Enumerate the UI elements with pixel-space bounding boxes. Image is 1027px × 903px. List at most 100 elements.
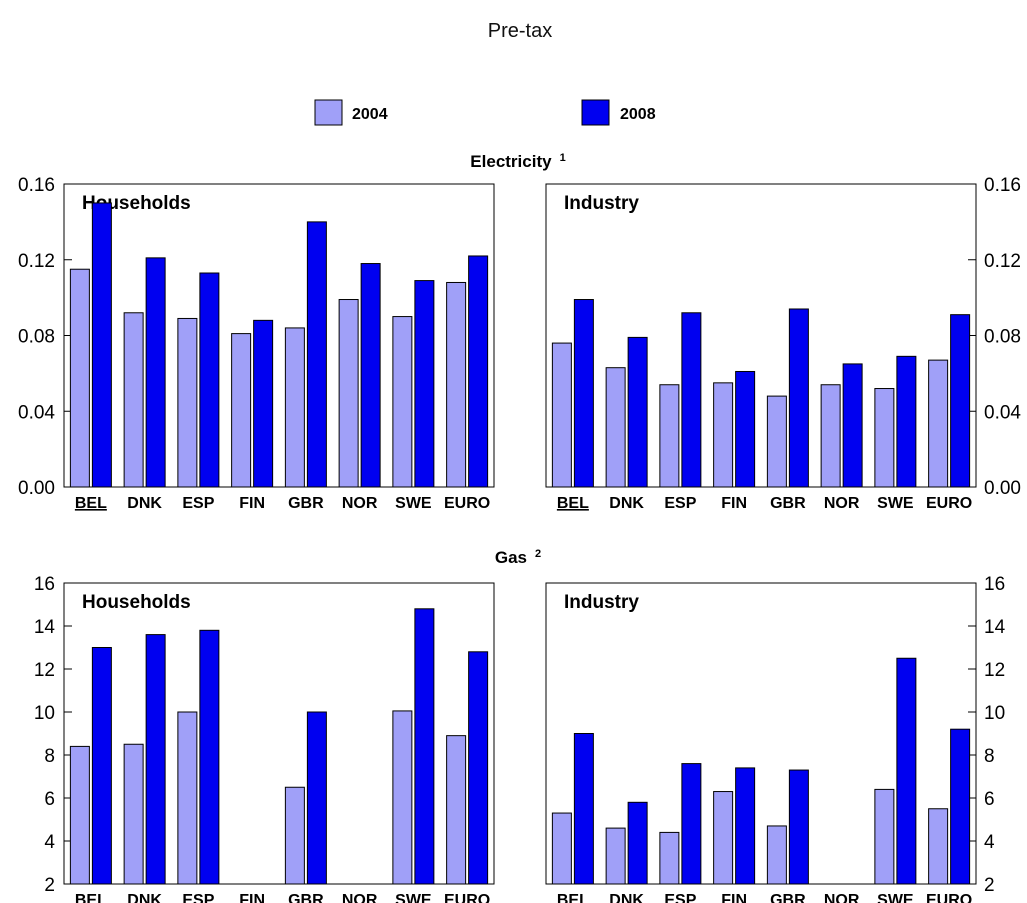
gas-households-category-dnk: DNK (127, 892, 162, 903)
legend-label-2004: 2004 (352, 106, 388, 123)
gas-households-ytick-label: 8 (44, 746, 55, 767)
gas-industry-category-swe: SWE (877, 892, 914, 903)
gas-households-category-gbr: GBR (288, 892, 324, 903)
electricity-households-bar-esp-2004 (177, 317, 198, 488)
electricity-industry-bar-bel-2008 (573, 299, 594, 488)
electricity-households-bar-bel-2008 (91, 202, 112, 488)
gas-industry-ytick-label: 16 (984, 574, 1005, 595)
electricity-households-bar-dnk-2008 (145, 257, 166, 488)
gas-industry-category-dnk: DNK (609, 892, 644, 903)
gas-households-ytick-label: 10 (34, 703, 55, 724)
electricity-households-bar-fin-2004 (231, 333, 252, 488)
legend-swatch-2008 (581, 99, 610, 126)
gas-households-ytick-label: 12 (34, 660, 55, 681)
gas-industry-category-gbr: GBR (770, 892, 806, 903)
electricity-households-bar-bel-2004 (69, 268, 90, 488)
electricity-households-ytick-label: 0.08 (18, 327, 55, 348)
gas-industry-ytick-label: 2 (984, 875, 995, 896)
gas-industry-category-nor: NOR (824, 892, 860, 903)
gas-industry-ytick-label: 10 (984, 703, 1005, 724)
electricity-households-bar-euro-2008 (468, 255, 489, 488)
gas-households-ytick-label: 6 (44, 789, 55, 810)
gas-households-bar-euro-2004 (446, 735, 467, 885)
electricity-industry-bar-euro-2008 (950, 314, 971, 488)
electricity-households-bar-gbr-2004 (284, 327, 305, 488)
gas-industry-category-bel: BEL (557, 892, 589, 903)
electricity-households-bar-swe-2004 (392, 316, 413, 488)
electricity-industry-bar-swe-2008 (896, 355, 917, 488)
gas-households-panel: Households 2 4 6 8 10 12 14 16 BEL DNK ESP FIN GBR NOR… (34, 574, 495, 903)
electricity-households-bar-euro-2004 (446, 281, 467, 488)
electricity-industry-category-fin: FIN (721, 495, 747, 512)
electricity-industry-bar-gbr-2008 (788, 308, 809, 488)
electricity-households-bar-nor-2004 (338, 299, 359, 488)
gas-industry-bar-fin-2004 (713, 791, 734, 885)
gas-households-bar-esp-2004 (177, 711, 198, 885)
electricity-industry-bar-nor-2008 (842, 363, 863, 488)
gas-industry-category-esp: ESP (664, 892, 696, 903)
electricity-industry-category-swe: SWE (877, 495, 914, 512)
electricity-industry-bar-swe-2004 (874, 388, 895, 488)
electricity-households-category-bel: BEL (75, 495, 107, 512)
electricity-industry-bar-fin-2004 (713, 382, 734, 488)
electricity-industry-bar-bel-2004 (551, 342, 572, 488)
gas-industry-ytick-label: 8 (984, 746, 995, 767)
legend: 2004 2008 (314, 99, 656, 126)
electricity-industry-bar-esp-2004 (659, 384, 680, 488)
electricity-households-category-euro: EURO (444, 495, 490, 512)
gas-households-panel-label: Households (82, 592, 191, 613)
electricity-industry-panel-label: Industry (564, 193, 639, 214)
gas-households-category-swe: SWE (395, 892, 432, 903)
gas-households-ytick-label: 16 (34, 574, 55, 595)
gas-households-ytick-label: 14 (34, 617, 56, 638)
legend-label-2008: 2008 (620, 106, 656, 123)
electricity-industry-category-bel: BEL (557, 495, 589, 512)
electricity-households-bar-dnk-2004 (123, 312, 144, 488)
gas-industry-bar-bel-2004 (551, 812, 572, 885)
gas-industry-bar-dnk-2004 (605, 827, 626, 885)
legend-swatch-2004 (314, 99, 343, 126)
gas-households-category-euro: EURO (444, 892, 490, 903)
electricity-industry-bar-dnk-2008 (627, 336, 648, 488)
gas-households-category-nor: NOR (342, 892, 378, 903)
electricity-industry-ytick-label: 0.04 (984, 402, 1021, 423)
gas-households-ytick-label: 4 (44, 832, 55, 853)
electricity-households-ytick-label: 0.00 (18, 478, 55, 499)
gas-industry-bar-swe-2004 (874, 788, 895, 885)
gas-households-category-bel: BEL (75, 892, 107, 903)
electricity-industry-panel: Industry 0.00 0.04 0.08 0.12 0.16 BEL DNK ESP FIN… (545, 175, 1021, 512)
electricity-industry-bar-esp-2008 (681, 312, 702, 488)
electricity-households-bar-gbr-2008 (306, 221, 327, 488)
gas-industry-bar-swe-2008 (896, 657, 917, 885)
gas-households-bar-bel-2004 (69, 745, 90, 885)
section-title-gas: Gas 2 (495, 548, 541, 567)
gas-households-bar-gbr-2004 (284, 786, 305, 885)
electricity-industry-bar-dnk-2004 (605, 367, 626, 488)
electricity-industry-ytick-label: 0.12 (984, 251, 1021, 272)
electricity-households-bar-esp-2008 (199, 272, 220, 488)
gas-industry-ytick-label: 12 (984, 660, 1005, 681)
gas-households-bar-esp-2008 (199, 629, 220, 885)
gas-industry-bar-esp-2008 (681, 763, 702, 885)
electricity-households-ytick-label: 0.16 (18, 175, 55, 196)
gas-industry-panel-label: Industry (564, 592, 639, 613)
gas-industry-panel: Industry 2 4 6 8 10 12 14 16 BEL DNK ESP FIN GBR NOR SW… (545, 574, 1006, 903)
gas-industry-bar-dnk-2008 (627, 801, 648, 885)
electricity-industry-category-gbr: GBR (770, 495, 806, 512)
electricity-households-ytick-label: 0.04 (18, 402, 55, 423)
gas-households-frame (63, 582, 495, 885)
electricity-households-category-fin: FIN (239, 495, 265, 512)
gas-households-bar-euro-2008 (468, 651, 489, 885)
gas-industry-bar-esp-2004 (659, 831, 680, 885)
gas-industry-frame (545, 582, 977, 885)
gas-industry-bar-bel-2008 (573, 733, 594, 885)
electricity-households-ytick-label: 0.12 (18, 251, 55, 272)
gas-industry-bar-gbr-2008 (788, 769, 809, 885)
electricity-industry-bar-fin-2008 (735, 370, 756, 488)
gas-households-category-fin: FIN (239, 892, 265, 903)
electricity-industry-bar-nor-2004 (820, 384, 841, 488)
gas-industry-bar-fin-2008 (735, 767, 756, 885)
electricity-industry-category-dnk: DNK (609, 495, 644, 512)
